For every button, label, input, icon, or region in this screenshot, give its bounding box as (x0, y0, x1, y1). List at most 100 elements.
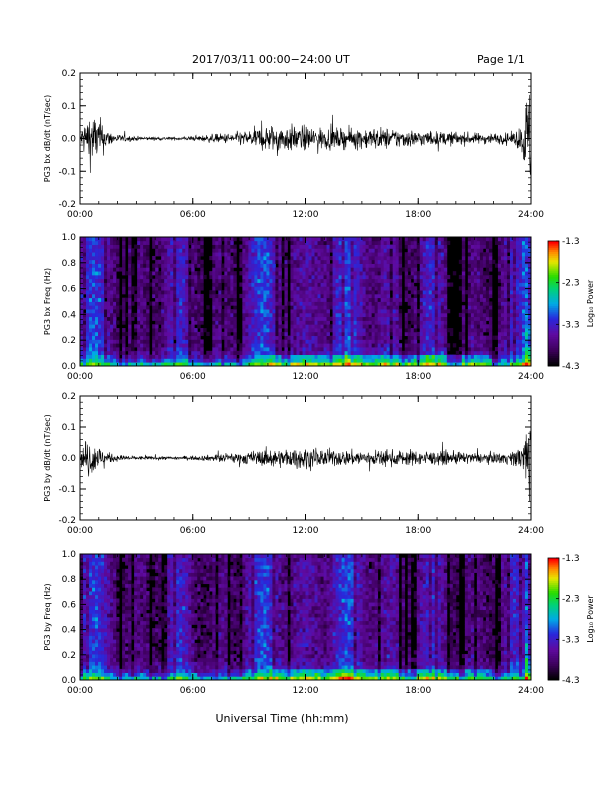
spectrogram-cell (524, 255, 529, 261)
spectrogram-cell (383, 293, 388, 299)
y-tick-label: 0.0 (62, 135, 77, 145)
spectrogram-cell (278, 237, 282, 242)
spectrogram-cell (434, 255, 439, 261)
spectrogram-cell (473, 267, 478, 272)
spectrogram-cell (515, 259, 520, 264)
spectrogram-cell (395, 335, 400, 340)
spectrogram-cell (425, 358, 430, 363)
spectrogram-cell (194, 286, 198, 291)
spectrogram-cell (143, 362, 147, 367)
spectrogram-cell (182, 312, 186, 318)
spectrogram-cell (104, 305, 108, 310)
spectrogram-cell (362, 282, 367, 287)
spectrogram-cell (98, 286, 102, 291)
spectrogram-cell (419, 362, 424, 367)
spectrogram-cell (167, 312, 171, 318)
spectrogram-cell (188, 274, 192, 280)
spectrogram-cell (89, 350, 93, 356)
spectrogram-cell (410, 328, 415, 333)
colorbar-swatch (548, 280, 559, 284)
spectrogram-cell (302, 312, 306, 318)
spectrogram-cell (380, 255, 385, 261)
spectrogram-cell (332, 339, 336, 344)
spectrogram-cell (377, 309, 382, 314)
spectrogram-cell (374, 271, 379, 276)
spectrogram-cell (221, 274, 225, 280)
spectrogram-cell (428, 324, 433, 329)
spectrogram-cell (422, 358, 427, 363)
spectrogram-cell (380, 237, 385, 242)
spectrogram-cell (89, 237, 93, 242)
spectrogram-cell (296, 335, 300, 340)
spectrogram-cell (503, 271, 508, 276)
spectrogram-cell (512, 358, 517, 363)
spectrogram-cell (218, 362, 222, 367)
spectrogram-cell (509, 328, 514, 333)
spectrogram-cell (215, 271, 219, 276)
spectrogram-cell (467, 347, 472, 352)
spectrogram-cell (419, 274, 424, 280)
spectrogram-cell (317, 267, 321, 272)
spectrogram-cell (470, 331, 475, 337)
spectrogram-cell (494, 335, 499, 340)
spectrogram-cell (497, 309, 502, 314)
spectrogram-cell (458, 274, 463, 280)
spectrogram-cell (170, 335, 174, 340)
spectrogram-cell (392, 335, 397, 340)
y-tick-label: 0.0 (62, 454, 77, 464)
spectrogram-cell (89, 324, 93, 329)
spectrogram-cell (122, 282, 126, 287)
spectrogram-cell (338, 240, 342, 245)
spectrogram-cell (260, 278, 264, 283)
spectrogram-cell (386, 297, 391, 302)
spectrogram-cell (113, 278, 117, 283)
spectrogram-cell (176, 274, 180, 280)
spectrogram-cell (512, 354, 517, 359)
spectrogram-cell (95, 255, 99, 261)
spectrogram-cell (128, 278, 132, 283)
spectrogram-cell (320, 252, 324, 257)
spectrogram-cell (344, 309, 348, 314)
spectrogram-cell (362, 274, 367, 280)
spectrogram-cell (242, 274, 246, 280)
spectrogram-cell (146, 267, 150, 272)
x-tick-label: 12:00 (293, 372, 319, 382)
spectrogram-cell (161, 362, 165, 367)
spectrogram-cell (437, 244, 442, 249)
spectrogram-cell (215, 354, 219, 359)
spectrogram-cell (434, 267, 439, 272)
spectrogram-cell (377, 259, 382, 264)
spectrogram-cell (218, 312, 222, 318)
spectrogram-cell (443, 328, 448, 333)
spectrogram-cell (197, 282, 201, 287)
spectrogram-cell (341, 278, 345, 283)
spectrogram-cell (305, 331, 309, 337)
spectrogram-cell (137, 240, 141, 245)
spectrogram-cell (374, 328, 379, 333)
spectrogram-cell (353, 312, 358, 318)
spectrogram-cell (86, 237, 90, 242)
spectrogram-cell (500, 331, 505, 337)
spectrogram-cell (488, 255, 493, 261)
spectrogram-cell (398, 240, 403, 245)
spectrogram-cell (473, 278, 478, 283)
spectrogram-cell (89, 339, 93, 344)
spectrogram-cell (80, 350, 84, 356)
spectrogram-cell (422, 335, 427, 340)
spectrogram-cell (497, 301, 502, 306)
spectrogram-cell (245, 267, 249, 272)
spectrogram-cell (362, 328, 367, 333)
spectrogram-cell (116, 252, 120, 257)
spectrogram-cell (206, 362, 210, 367)
spectrogram-cell (329, 282, 333, 287)
spectrogram-cell (356, 343, 361, 348)
spectrogram-cell (428, 362, 433, 367)
x-tick-label: 18:00 (405, 210, 431, 220)
spectrogram-cell (296, 309, 300, 314)
spectrogram-cell (221, 293, 225, 299)
spectrogram-cell (170, 328, 174, 333)
spectrogram-cell (101, 350, 105, 356)
spectrogram-cell (299, 305, 303, 310)
spectrogram-cell (359, 293, 364, 299)
spectrogram-cell (215, 263, 219, 268)
